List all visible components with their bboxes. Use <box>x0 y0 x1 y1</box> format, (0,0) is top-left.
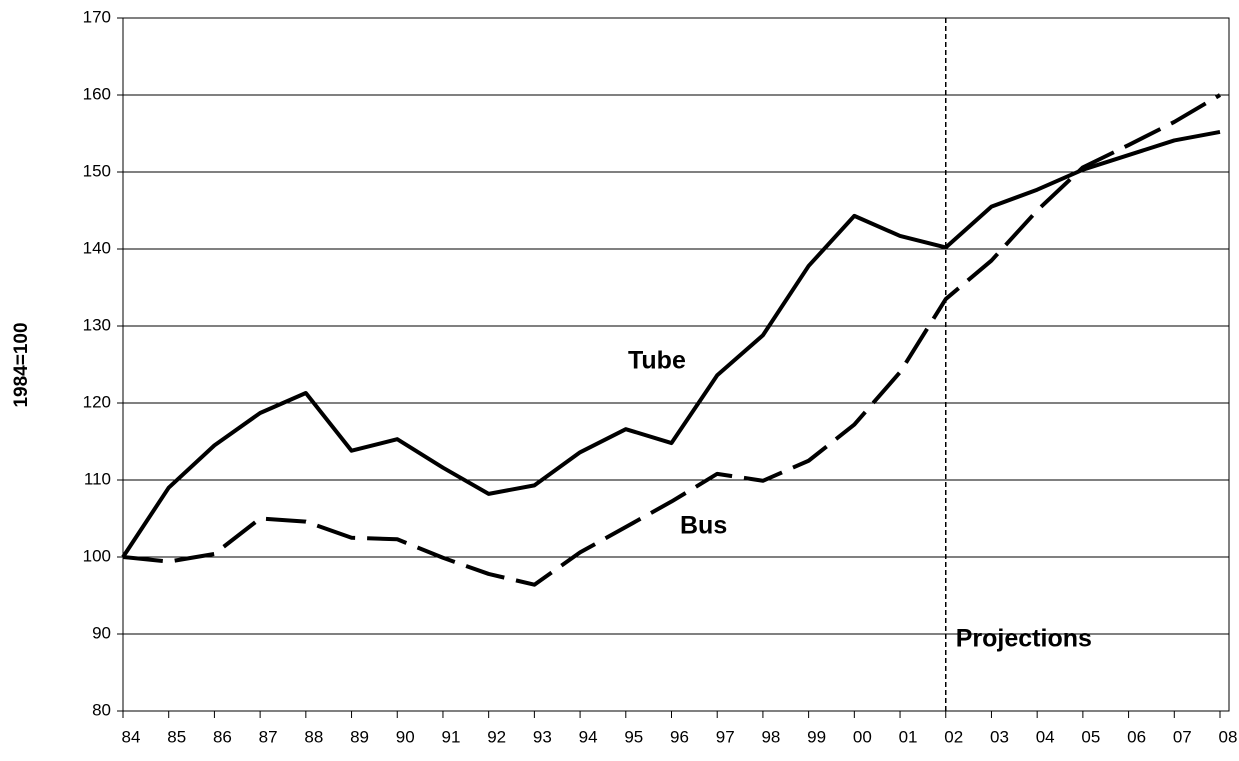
y-tick-label: 90 <box>92 623 111 642</box>
series-line <box>122 93 1222 587</box>
x-tick-label: 90 <box>396 727 415 746</box>
plot-frame <box>122 17 1230 712</box>
y-tick-label: 150 <box>83 161 111 180</box>
x-tick-label: 84 <box>122 727 141 746</box>
y-axis-title: 1984=100 <box>11 322 32 407</box>
x-tick-label: 86 <box>213 727 232 746</box>
projection-label: Projections <box>956 625 1092 653</box>
x-tick-label: 06 <box>1127 727 1146 746</box>
y-tick-label: 130 <box>83 315 111 334</box>
y-tick-label: 110 <box>84 469 111 488</box>
x-tick-label: 89 <box>350 727 369 746</box>
x-tick-label: 98 <box>761 727 780 746</box>
x-tick-label: 08 <box>1219 727 1238 746</box>
x-tick-label: 94 <box>579 727 598 746</box>
y-tick-label: 120 <box>83 392 111 411</box>
x-tick-label: 99 <box>807 727 826 746</box>
series-line <box>121 129 1221 559</box>
x-tick-label: 93 <box>533 727 552 746</box>
x-tick-label: 00 <box>853 727 872 746</box>
x-tick-label: 04 <box>1036 727 1055 746</box>
y-tick-label: 160 <box>83 84 111 103</box>
x-tick-label: 05 <box>1081 727 1100 746</box>
x-tick-label: 02 <box>944 727 963 746</box>
x-tick-label: 95 <box>624 727 643 746</box>
series-label: Tube <box>628 347 686 375</box>
y-tick-label: 80 <box>92 700 111 719</box>
x-tick-label: 01 <box>899 727 918 746</box>
series-label: Bus <box>680 512 727 540</box>
x-tick-label: 85 <box>167 727 186 746</box>
y-tick-label: 100 <box>83 546 111 565</box>
x-tick-label: 03 <box>990 727 1009 746</box>
x-tick-label: 07 <box>1173 727 1192 746</box>
x-tick-label: 91 <box>441 727 460 746</box>
x-tick-label: 97 <box>716 727 735 746</box>
x-tick-label: 87 <box>259 727 278 746</box>
x-tick-label: 92 <box>487 727 506 746</box>
x-tick-label: 88 <box>304 727 323 746</box>
y-tick-label: 170 <box>83 7 111 26</box>
x-tick-label: 96 <box>670 727 689 746</box>
y-tick-label: 140 <box>83 238 111 257</box>
